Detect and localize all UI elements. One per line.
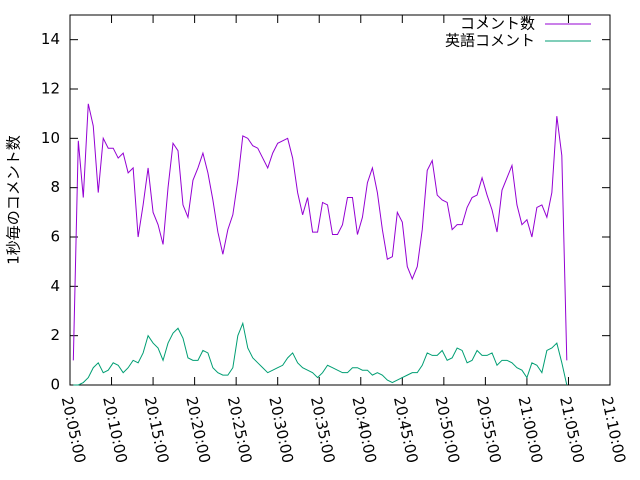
y-tick-label: 8 (50, 178, 60, 196)
y-tick-label: 14 (41, 30, 60, 48)
x-tick-label: 20:45:00 (390, 395, 422, 465)
x-tick-label: 20:30:00 (265, 395, 297, 465)
x-tick-label: 20:55:00 (473, 395, 505, 465)
x-tick-label: 21:05:00 (556, 395, 588, 465)
x-tick-label: 20:20:00 (182, 395, 214, 465)
x-tick-label: 21:00:00 (515, 395, 547, 465)
x-tick-label: 20:35:00 (307, 395, 339, 465)
y-tick-label: 6 (50, 228, 60, 246)
series-line (72, 103, 568, 361)
y-axis-label: 1秒毎のコメント数 (5, 135, 23, 265)
x-tick-label: 20:10:00 (99, 395, 131, 465)
legend-label: 英語コメント (445, 32, 535, 50)
y-tick-label: 2 (50, 326, 60, 344)
y-tick-label: 0 (50, 376, 60, 394)
x-tick-label: 21:10:00 (598, 395, 630, 465)
y-tick-label: 10 (41, 129, 60, 147)
x-tick-label: 20:25:00 (224, 395, 256, 465)
plot-border (69, 14, 611, 386)
series-line (73, 321, 568, 386)
y-tick-label: 4 (50, 277, 60, 295)
x-tick-label: 20:50:00 (432, 395, 464, 465)
x-tick-label: 20:15:00 (141, 395, 173, 465)
y-tick-label: 12 (41, 80, 60, 98)
x-tick-label: 20:40:00 (348, 395, 380, 465)
x-tick-label: 20:05:00 (58, 395, 90, 465)
legend-label: コメント数 (460, 15, 535, 33)
